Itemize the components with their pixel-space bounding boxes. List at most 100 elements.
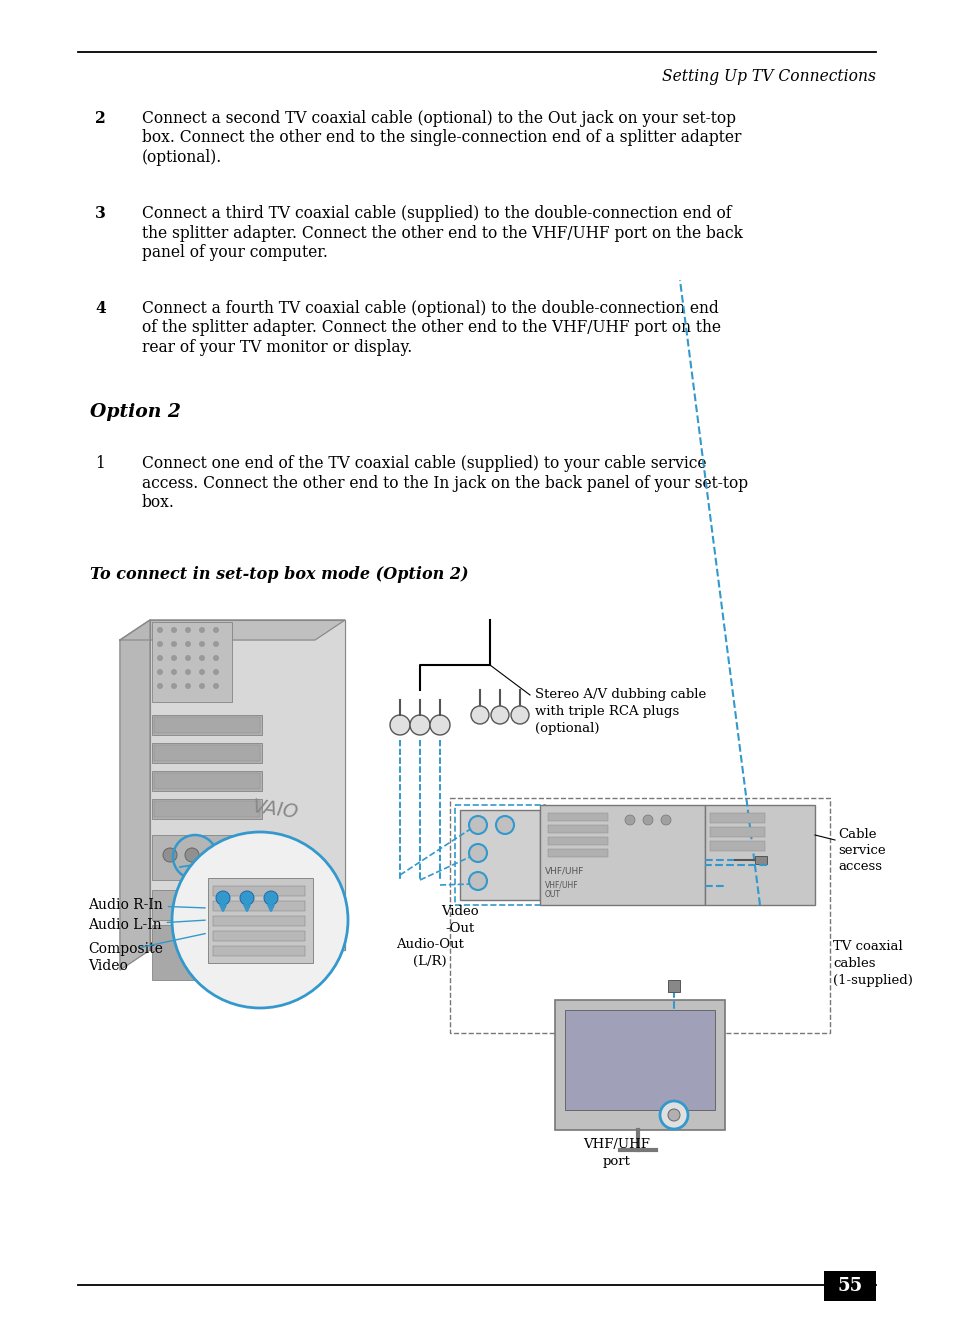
Text: Setting Up TV Connections: Setting Up TV Connections (661, 68, 875, 84)
Bar (152, 835, 262, 880)
Circle shape (469, 816, 486, 833)
Circle shape (469, 844, 486, 862)
Polygon shape (120, 620, 150, 970)
Circle shape (213, 683, 219, 689)
Circle shape (157, 655, 163, 661)
Bar (213, 946, 305, 955)
Bar (152, 742, 262, 762)
Text: Connect a second TV coaxial cable (optional) to the Out jack on your set-top: Connect a second TV coaxial cable (optio… (142, 110, 735, 127)
Polygon shape (150, 620, 345, 950)
Text: Option 2: Option 2 (91, 403, 181, 421)
Text: 55: 55 (837, 1277, 862, 1294)
Text: service: service (837, 844, 884, 858)
Circle shape (171, 627, 177, 632)
Text: 4: 4 (95, 300, 106, 318)
Text: -Out: -Out (445, 922, 475, 935)
Text: TV coaxial: TV coaxial (832, 939, 902, 953)
Circle shape (157, 641, 163, 647)
Circle shape (171, 655, 177, 661)
Text: Connect a fourth TV coaxial cable (optional) to the double-connection end: Connect a fourth TV coaxial cable (optio… (142, 300, 718, 318)
Bar (152, 622, 232, 702)
Text: To connect in set-top box mode (Option 2): To connect in set-top box mode (Option 2… (91, 565, 468, 583)
Bar (152, 770, 262, 791)
Circle shape (430, 716, 450, 736)
Bar (153, 745, 260, 761)
Bar (555, 1000, 724, 1130)
Bar (547, 850, 607, 858)
Text: with triple RCA plugs: with triple RCA plugs (535, 705, 679, 718)
Text: panel of your computer.: panel of your computer. (142, 244, 328, 261)
Text: Composite: Composite (88, 942, 163, 955)
Circle shape (163, 848, 177, 862)
Circle shape (199, 655, 205, 661)
Text: Connect one end of the TV coaxial cable (supplied) to your cable service: Connect one end of the TV coaxial cable … (142, 456, 706, 472)
Circle shape (511, 706, 529, 724)
Bar (459, 809, 539, 900)
Circle shape (624, 815, 635, 825)
Text: (L/R): (L/R) (413, 955, 446, 967)
Text: (optional).: (optional). (142, 149, 222, 166)
Text: of the splitter adapter. Connect the other end to the VHF/UHF port on the: of the splitter adapter. Connect the oth… (142, 319, 720, 336)
Circle shape (390, 716, 410, 736)
Bar (153, 801, 260, 817)
Text: Cable: Cable (837, 828, 876, 842)
Text: Audio-Out: Audio-Out (395, 938, 463, 951)
Circle shape (469, 872, 486, 890)
Text: port: port (602, 1155, 630, 1168)
Circle shape (471, 706, 489, 724)
Circle shape (185, 669, 191, 675)
Bar (455, 805, 544, 904)
Circle shape (199, 683, 205, 689)
Bar (208, 878, 313, 963)
Text: (optional): (optional) (535, 722, 598, 736)
Bar (704, 805, 814, 904)
Bar (547, 825, 607, 833)
Bar (213, 886, 305, 896)
Text: VHF/UHF
OUT: VHF/UHF OUT (544, 880, 578, 899)
Circle shape (410, 716, 430, 736)
Text: Connect a third TV coaxial cable (supplied) to the double-connection end of: Connect a third TV coaxial cable (suppli… (142, 205, 731, 222)
Bar (539, 805, 704, 904)
Circle shape (157, 683, 163, 689)
Circle shape (213, 641, 219, 647)
Text: cables: cables (832, 957, 875, 970)
Circle shape (213, 669, 219, 675)
Circle shape (659, 1101, 687, 1130)
Circle shape (199, 669, 205, 675)
Circle shape (157, 627, 163, 632)
Bar (152, 925, 262, 980)
Bar (754, 856, 766, 864)
Circle shape (213, 655, 219, 661)
Text: Video: Video (440, 905, 478, 918)
Text: VAIO: VAIO (251, 797, 299, 823)
Circle shape (667, 1110, 679, 1122)
Text: Video: Video (88, 959, 128, 973)
Circle shape (185, 848, 199, 862)
Bar (709, 813, 764, 823)
Text: box.: box. (142, 494, 174, 511)
Text: Audio L-In: Audio L-In (88, 918, 205, 933)
Text: VHF/UHF: VHF/UHF (583, 1138, 650, 1151)
Bar (213, 931, 305, 941)
Bar (152, 716, 262, 736)
Text: Stereo A/V dubbing cable: Stereo A/V dubbing cable (535, 687, 705, 701)
Bar (153, 773, 260, 789)
Text: access: access (837, 860, 882, 872)
Bar (213, 900, 305, 911)
Text: the splitter adapter. Connect the other end to the VHF/UHF port on the back: the splitter adapter. Connect the other … (142, 225, 742, 241)
Circle shape (491, 706, 509, 724)
Bar (213, 917, 305, 926)
Bar (153, 717, 260, 733)
Text: Audio R-In: Audio R-In (88, 898, 205, 913)
Circle shape (215, 891, 230, 904)
Circle shape (185, 627, 191, 632)
Circle shape (660, 815, 670, 825)
Circle shape (157, 669, 163, 675)
Text: 3: 3 (95, 205, 106, 222)
Circle shape (199, 627, 205, 632)
Polygon shape (120, 620, 345, 641)
Bar (709, 827, 764, 838)
Bar (709, 842, 764, 851)
Circle shape (207, 848, 221, 862)
Bar (450, 799, 829, 1033)
